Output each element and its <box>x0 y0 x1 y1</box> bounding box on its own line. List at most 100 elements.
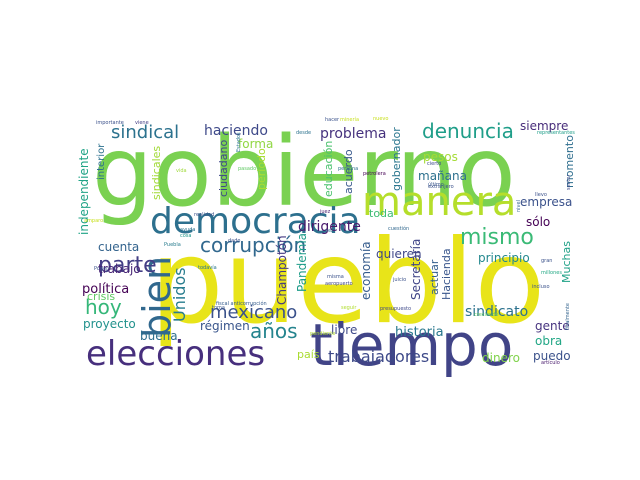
word-politica: política <box>82 282 129 297</box>
word-cuestion: cuestión <box>388 225 409 232</box>
word-hacienda: Hacienda <box>440 248 453 300</box>
word-sector: sector <box>566 174 572 190</box>
word-pendiente: pendiente <box>310 331 335 337</box>
word-democracia: democracia <box>150 201 361 242</box>
word-representantes: representantes <box>537 130 575 136</box>
word-mismo: mismo <box>460 225 534 250</box>
word-petrolera: petrolera <box>363 171 386 177</box>
word-misma: misma <box>327 274 344 280</box>
word-solo: sólo <box>526 215 550 229</box>
word-ultimo: último <box>428 181 444 188</box>
word-finalmente: finalmente <box>565 303 571 330</box>
word-tiempo: tiempo <box>310 311 513 379</box>
word-ciudadano: ciudadano <box>217 140 230 197</box>
word-incluso: incluso <box>532 284 550 290</box>
word-creciendo: creciendo <box>474 312 498 318</box>
word-vida: vida <box>176 168 187 174</box>
word-articulo: artículo <box>541 359 560 366</box>
word-actuar: actuar <box>428 259 441 295</box>
word-dado: dado <box>228 238 240 244</box>
word-dinero: dinero <box>482 351 520 365</box>
word-juez: juez <box>319 209 331 215</box>
word-educacion: educación <box>322 141 335 197</box>
word-realidad: realidad <box>194 212 214 218</box>
word-proyecto: proyecto <box>83 317 136 331</box>
word-nuevo: nuevo <box>373 116 388 122</box>
word-gente: gente <box>535 319 570 333</box>
word-toda: toda <box>369 207 394 220</box>
word-independiente: independiente <box>77 148 91 235</box>
word-economia: economía <box>359 241 373 300</box>
word-libre: libre <box>331 323 357 337</box>
word-cierto: cierto <box>427 161 441 167</box>
word-forma: forma <box>238 137 273 151</box>
word-corrupcion: corrupción <box>200 233 306 257</box>
word-periodo: periodo <box>255 148 268 190</box>
word-todavia: todavía <box>198 264 217 271</box>
word-sindicato: sindicato <box>465 304 528 320</box>
word-dirigente: dirigente <box>298 219 361 235</box>
word-trabajadores: trabajadores <box>328 347 429 366</box>
word-seguir: seguir <box>341 305 357 311</box>
word-toma: toma <box>212 305 225 311</box>
word-puedo: puedo <box>533 349 571 363</box>
word-llevo: llevo <box>535 192 547 198</box>
word-gobernador: gobernador <box>390 127 403 191</box>
word-extranjero: extranjero <box>428 184 454 190</box>
word-trabajo: trabajo <box>98 262 141 276</box>
word-crisis: crisis <box>87 290 115 303</box>
word-gran: gran <box>541 258 552 264</box>
word-importante: importante <box>96 120 124 126</box>
word-cuenta: cuenta <box>98 240 139 254</box>
word-elecciones: elecciones <box>86 334 265 374</box>
word-nivel: nivel <box>516 200 522 212</box>
word-manera: manera <box>362 179 516 225</box>
word-regimen: régimen <box>200 319 250 333</box>
word-ayuda: ayuda <box>180 227 195 233</box>
word-buena: buena <box>140 329 178 343</box>
word-juicio: juicio <box>392 277 406 283</box>
word-interior: interior <box>96 143 107 180</box>
word-haciendo: haciendo <box>204 123 268 139</box>
word-historia: historia <box>395 325 444 340</box>
word-pasado: pasado <box>238 166 256 172</box>
word-hoy: hoy <box>85 295 122 319</box>
word-persona: persona <box>338 166 358 172</box>
word-vez: vez <box>325 228 334 234</box>
word-parte: parte <box>98 253 157 278</box>
word-aeropuerto: aeropuerto <box>325 281 353 287</box>
word-pesos: pesos <box>423 150 458 164</box>
word-muchas: Muchas <box>560 241 573 283</box>
word-poder: Poder <box>94 266 109 272</box>
word-mineria: minería <box>340 116 359 123</box>
word-principio: principio <box>478 251 530 265</box>
word-anos: años <box>250 319 298 343</box>
word-millones: millones <box>541 270 562 276</box>
word-viene: viene <box>135 120 149 126</box>
word-siempre: siempre <box>520 119 568 133</box>
word-bien: bien <box>135 256 179 338</box>
word-estados: Estados <box>236 132 242 152</box>
word-momento: momento <box>563 135 576 188</box>
word-unidos: Unidos <box>170 267 189 322</box>
word-pueblo: pueblo <box>150 215 545 350</box>
word-pandemia: Pandemia <box>295 233 309 292</box>
word-presupuesto: presupuesto <box>380 306 411 312</box>
word-problema: problema <box>320 126 387 142</box>
word-obra: obra <box>535 334 562 348</box>
word-gobierno: gobierno <box>92 116 516 228</box>
word-amparo: amparo <box>84 218 103 224</box>
word-pais: país <box>297 348 320 361</box>
word-acuerdo: acuerdo <box>342 149 355 194</box>
word-hacer: hacer <box>325 117 340 123</box>
word-fiscal-anticorrupcion: fiscal anticorrupción <box>216 300 267 307</box>
word-manana: mañana <box>418 169 467 183</box>
word-sindicales: sindicales <box>150 146 163 200</box>
word-quieren: quieren <box>376 247 422 261</box>
word-sindical: sindical <box>111 122 179 143</box>
word-cosa: cosa <box>180 233 191 239</box>
word-desde: desde <box>296 130 311 136</box>
word-puebla: Puebla <box>164 242 181 248</box>
word-secretaria: Secretaría <box>409 239 423 300</box>
